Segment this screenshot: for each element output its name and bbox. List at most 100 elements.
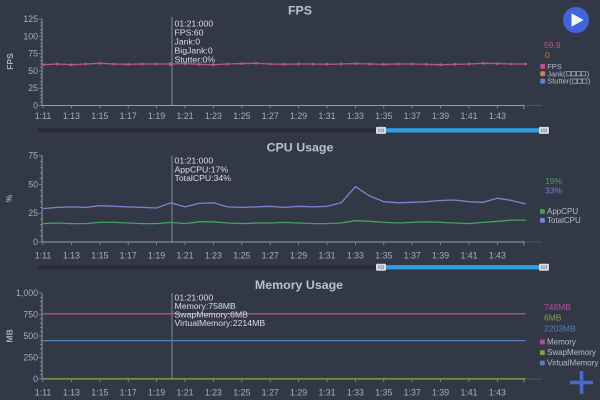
svg-text:VirtualMemory:2214MB: VirtualMemory:2214MB [175,318,266,328]
svg-text:75: 75 [28,151,38,161]
svg-text:1:41: 1:41 [460,111,477,121]
svg-text:1:19: 1:19 [148,251,165,261]
svg-text:748MB: 748MB [544,302,571,312]
svg-text:1:11: 1:11 [35,251,52,261]
svg-text:25: 25 [28,83,38,93]
svg-text:1:19: 1:19 [148,111,165,121]
svg-text:0: 0 [33,101,38,111]
svg-text:1:13: 1:13 [63,388,80,398]
svg-text:1:39: 1:39 [432,111,449,121]
svg-text:500: 500 [23,331,38,341]
svg-text:100: 100 [23,31,38,41]
svg-text:01:21:000: 01:21:000 [175,19,214,29]
svg-text:1:43: 1:43 [489,111,506,121]
svg-text:1:31: 1:31 [318,251,335,261]
svg-text:59.9: 59.9 [544,40,561,50]
svg-text:1:15: 1:15 [91,251,108,261]
svg-text:1:41: 1:41 [460,388,477,398]
svg-text:Memory: Memory [547,338,576,347]
svg-text:AppCPU:17%: AppCPU:17% [175,164,229,174]
svg-text:1:21: 1:21 [176,251,193,261]
svg-text:750: 750 [23,310,38,320]
svg-text:1:25: 1:25 [233,388,250,398]
svg-text:1:19: 1:19 [148,388,165,398]
svg-text:1:17: 1:17 [120,111,137,121]
svg-text:1:35: 1:35 [375,111,392,121]
svg-text:1:27: 1:27 [262,251,279,261]
svg-text:1:13: 1:13 [63,111,80,121]
svg-text:Jank:0: Jank:0 [175,37,201,47]
svg-text:250: 250 [23,353,38,363]
svg-text:FPS:60: FPS:60 [175,28,204,38]
svg-text:Stutter:0%: Stutter:0% [175,55,216,65]
svg-text:6MB: 6MB [544,313,562,323]
svg-text:Memory Usage: Memory Usage [255,278,343,292]
svg-text:BigJank:0: BigJank:0 [175,46,213,56]
svg-text:Jank(: Jank( [547,69,566,78]
svg-text:1:25: 1:25 [233,251,250,261]
svg-text:75: 75 [28,49,38,59]
svg-text:1:37: 1:37 [404,251,421,261]
svg-text:01:21:000: 01:21:000 [175,156,214,166]
svg-text:1:29: 1:29 [290,251,307,261]
svg-text:1:43: 1:43 [489,251,506,261]
svg-text:0: 0 [545,50,550,60]
svg-text:SwapMemory: SwapMemory [547,348,596,357]
svg-text:VirtualMemory: VirtualMemory [547,359,598,368]
svg-text:TotalCPU:34%: TotalCPU:34% [175,173,232,183]
svg-text:1:35: 1:35 [375,388,392,398]
svg-text:TotalCPU: TotalCPU [547,216,581,225]
svg-text:33%: 33% [545,186,562,196]
svg-text:01:21:000: 01:21:000 [175,292,214,302]
svg-text:19%: 19% [545,176,562,186]
svg-text:1:29: 1:29 [290,111,307,121]
svg-text:2203MB: 2203MB [544,323,576,333]
svg-text:CPU Usage: CPU Usage [267,141,334,155]
svg-text:1:31: 1:31 [318,111,335,121]
svg-text:1:23: 1:23 [205,388,222,398]
svg-text:1:11: 1:11 [35,111,52,121]
svg-text:1:31: 1:31 [318,388,335,398]
svg-text:1:11: 1:11 [35,388,52,398]
svg-text:): ) [587,69,590,78]
svg-text:1:15: 1:15 [91,388,108,398]
svg-text:1,000: 1,000 [16,288,38,298]
svg-text:50: 50 [28,66,38,76]
svg-text:1:35: 1:35 [375,251,392,261]
svg-text:1:15: 1:15 [91,111,108,121]
svg-text:FPS: FPS [5,53,15,70]
svg-text:50: 50 [28,179,38,189]
svg-text:1:37: 1:37 [404,388,421,398]
svg-text:1:39: 1:39 [432,251,449,261]
svg-text:1:41: 1:41 [460,251,477,261]
svg-text:1:23: 1:23 [205,111,222,121]
svg-text:125: 125 [23,14,38,24]
svg-text:SwapMemory:6MB: SwapMemory:6MB [175,310,249,320]
svg-text:0: 0 [33,237,38,247]
svg-text:0: 0 [33,374,38,384]
svg-text:FPS: FPS [547,62,562,71]
svg-text:AppCPU: AppCPU [547,207,578,216]
svg-text:1:37: 1:37 [404,111,421,121]
svg-text:1:23: 1:23 [205,251,222,261]
svg-text:): ) [588,77,591,86]
svg-text:1:33: 1:33 [347,111,364,121]
svg-text:Memory:758MB: Memory:758MB [175,301,237,311]
svg-text:1:13: 1:13 [63,251,80,261]
svg-text:1:27: 1:27 [262,388,279,398]
svg-text:1:43: 1:43 [489,388,506,398]
svg-text:1:25: 1:25 [233,111,250,121]
svg-text:Stutter(: Stutter( [547,77,572,86]
svg-text:1:29: 1:29 [290,388,307,398]
svg-text:1:17: 1:17 [120,388,137,398]
svg-text:1:17: 1:17 [120,251,137,261]
svg-text:%: % [4,194,14,202]
svg-text:1:27: 1:27 [262,111,279,121]
svg-text:1:39: 1:39 [432,388,449,398]
svg-text:1:21: 1:21 [176,388,193,398]
svg-text:25: 25 [28,208,38,218]
svg-text:1:21: 1:21 [176,111,193,121]
svg-text:1:33: 1:33 [347,388,364,398]
svg-text:FPS: FPS [288,4,312,18]
svg-text:1:33: 1:33 [347,251,364,261]
